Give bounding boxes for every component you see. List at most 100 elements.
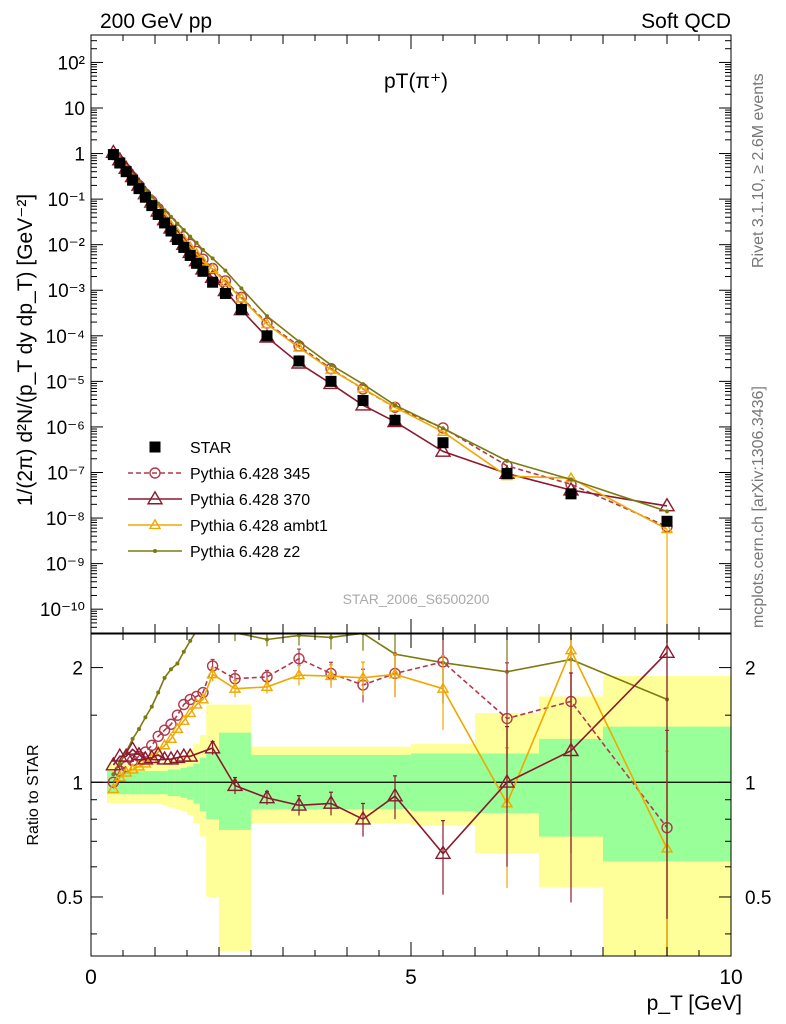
data-point <box>159 217 171 229</box>
ratio-y-tick-label-right: 2 <box>745 659 756 680</box>
data-point <box>127 174 139 186</box>
y-tick-label: 10⁻⁵ <box>46 372 85 393</box>
data-point <box>181 227 186 232</box>
ratio-point <box>137 726 141 731</box>
data-point <box>565 488 577 500</box>
ratio-point <box>181 649 186 654</box>
chart-title: pT(π⁺) <box>384 70 448 93</box>
y-axis-title-ratio: Ratio to STAR <box>25 744 42 845</box>
data-point <box>265 314 269 319</box>
ratio-point <box>143 715 148 720</box>
ratio-point <box>184 693 196 706</box>
ratio-point <box>356 671 370 682</box>
legend: STAR Pythia 6.428 345 Pythia 6.428 370 Pyth… <box>128 440 328 561</box>
ratio-point <box>124 740 141 755</box>
ratio-point <box>196 692 210 704</box>
series-line <box>112 153 668 513</box>
data-point <box>120 166 132 178</box>
x-axis-title: p_T [GeV] <box>647 992 742 1015</box>
header-left: 200 GeV pp <box>100 10 212 33</box>
band-inner <box>180 768 187 798</box>
ratio-point <box>354 810 372 825</box>
ratio-y-tick-label-left: 2 <box>72 659 83 680</box>
ratio-point <box>211 622 215 626</box>
ratio-line <box>112 634 668 775</box>
legend-marker <box>146 490 164 505</box>
data-point <box>191 257 203 269</box>
data-point <box>393 403 397 408</box>
ratio-point <box>258 789 276 804</box>
data-point <box>356 381 370 393</box>
x-tick-label: 0 <box>85 966 97 989</box>
ratio-point <box>201 625 205 629</box>
data-point <box>139 191 151 203</box>
ratio-point <box>265 637 269 642</box>
y-tick-label: 10 <box>64 99 85 120</box>
ratio-point <box>149 746 167 761</box>
main-panel-frame <box>90 34 732 634</box>
data-point <box>207 276 219 288</box>
legend-label: Pythia 6.428 370 <box>190 492 310 509</box>
ratio-point <box>177 714 191 725</box>
data-point <box>223 268 228 273</box>
y-tick-label: 10⁻² <box>48 236 86 257</box>
y-tick-label: 10⁻¹ <box>48 190 86 211</box>
analysis-watermark: STAR_2006_S6500200 <box>343 591 490 607</box>
data-point <box>661 515 673 527</box>
ratio-line <box>112 648 668 849</box>
ratio-series-pythia-6-428-370 <box>105 634 676 919</box>
data-point <box>505 458 509 463</box>
legend-marker <box>149 441 161 453</box>
data-point <box>197 265 209 277</box>
legend-marker <box>148 518 162 530</box>
data-point <box>329 362 333 367</box>
y-tick-label: 10⁻⁴ <box>46 327 85 348</box>
y-axis-title-main: 1/(2π) d²N/(p_T dy dp_T) [GeV⁻²] <box>14 194 37 506</box>
ratio-point <box>324 669 338 681</box>
data-point <box>219 287 231 299</box>
y-tick-label: 10⁻⁷ <box>47 463 85 484</box>
data-point <box>219 275 232 287</box>
data-point <box>178 241 190 253</box>
ratio-y-tick-label-right: 0.5 <box>745 888 771 909</box>
ratio-point <box>434 845 452 860</box>
series-pythia-6-428-z2 <box>111 151 669 514</box>
ratio-point <box>260 680 274 691</box>
legend-item-pythia-6-428-370: Pythia 6.428 370 <box>128 490 310 509</box>
ratio-point <box>386 787 404 802</box>
x-tick-label: 5 <box>405 966 417 989</box>
legend-marker <box>149 467 161 479</box>
ratio-point <box>322 794 340 809</box>
data-point <box>437 437 449 449</box>
data-point <box>441 426 445 431</box>
ratio-y-tick-label-left: 0.5 <box>57 888 83 909</box>
data-point <box>293 355 305 367</box>
data-point <box>361 382 365 387</box>
band-inner <box>199 757 207 812</box>
ratio-point <box>117 747 135 762</box>
ratio-point <box>165 718 177 730</box>
legend-label: Pythia 6.428 z2 <box>190 544 300 561</box>
ratio-point <box>130 746 148 761</box>
data-point <box>188 234 193 239</box>
ratio-point <box>137 750 154 765</box>
ratio-point <box>204 739 221 754</box>
data-point <box>133 183 145 195</box>
ratio-point <box>107 782 120 794</box>
ratio-panel: 0.5 0.5 1 1 2 2 0 5 10 Ratio to STAR p_T [GeV] <box>25 622 771 1015</box>
y-tick-label: 10⁻¹⁰ <box>40 600 85 621</box>
data-point <box>194 240 199 245</box>
ratio-point <box>158 724 171 736</box>
data-point <box>235 291 248 303</box>
band-inner <box>206 752 219 820</box>
ratio-point <box>171 722 184 734</box>
ratio-point <box>164 732 178 743</box>
ratio-point <box>169 749 186 764</box>
data-point <box>146 200 158 212</box>
data-point <box>434 442 452 457</box>
data-point <box>261 330 273 342</box>
ratio-point <box>149 704 154 709</box>
data-point <box>665 509 669 514</box>
side-label-top: Rivet 3.1.10, ≥ 2.6M events <box>750 73 767 268</box>
